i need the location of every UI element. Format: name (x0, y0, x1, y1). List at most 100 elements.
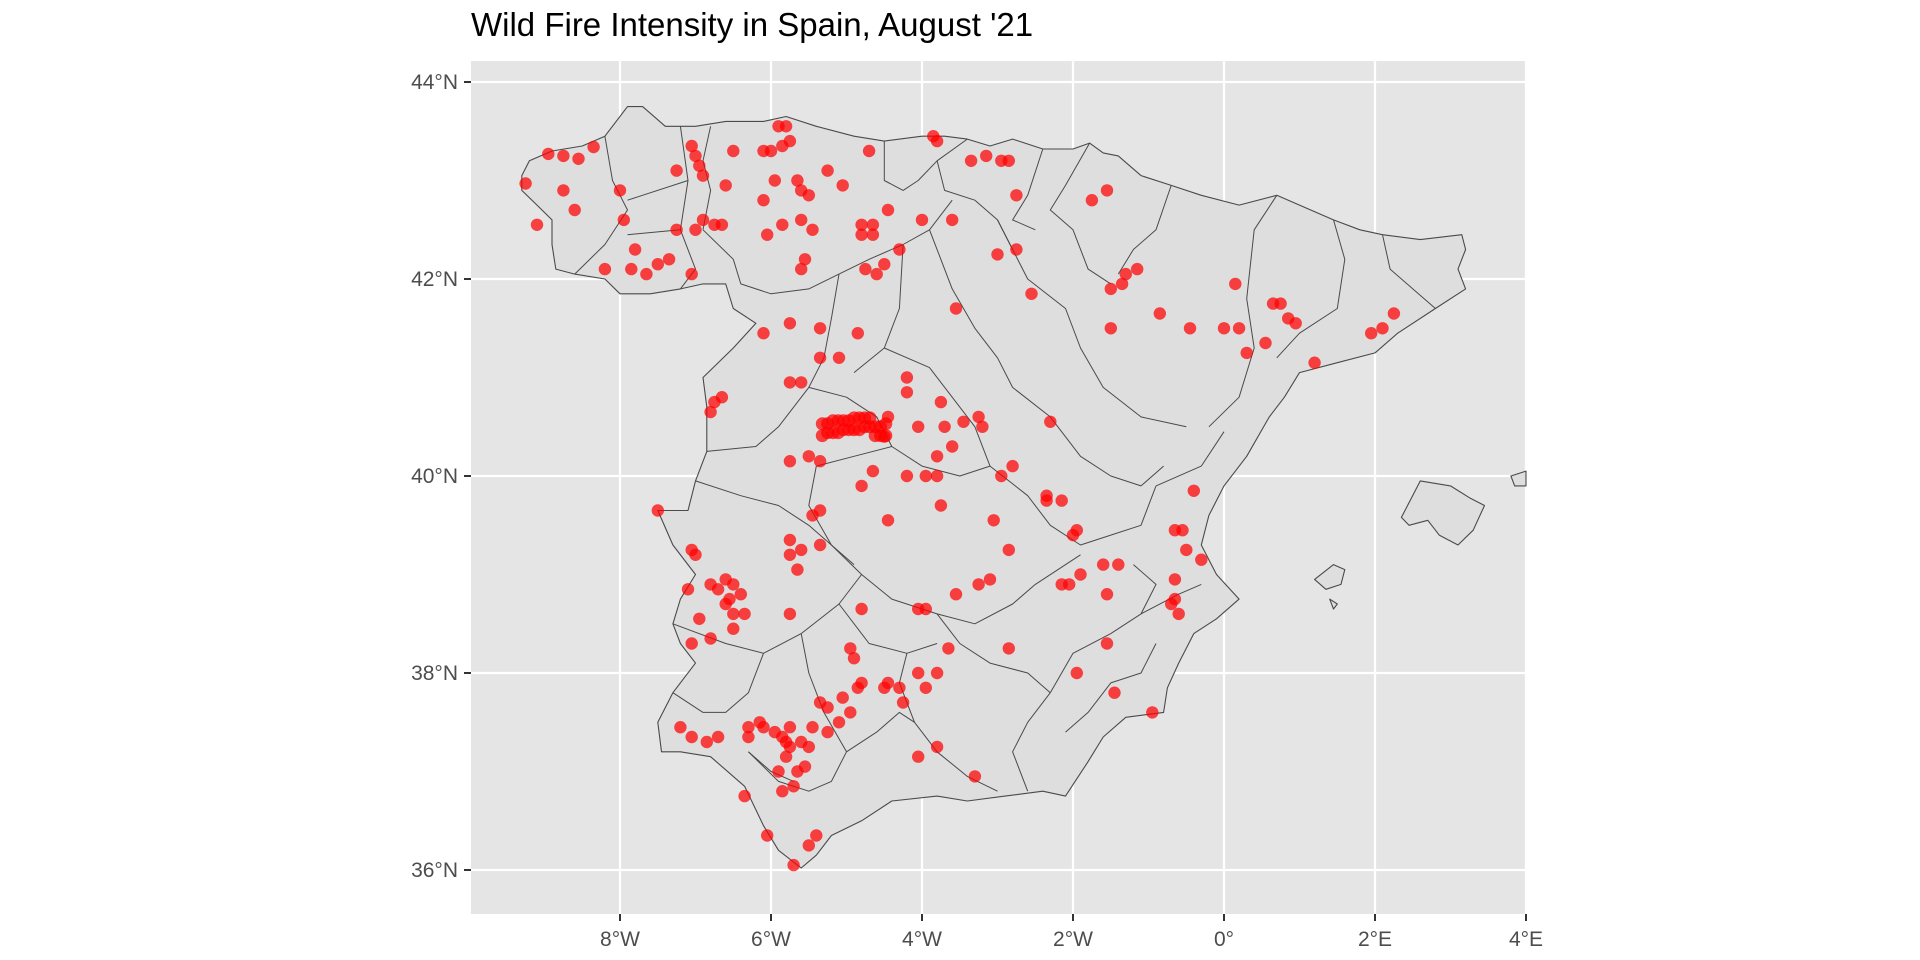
province-border (748, 633, 847, 792)
fire-point (878, 681, 891, 694)
fire-point (1010, 243, 1023, 256)
x-tick-label: 2°E (1358, 928, 1392, 951)
fire-point (893, 243, 906, 256)
fire-point (787, 858, 800, 872)
province-border (748, 751, 794, 782)
province-border (929, 229, 1164, 487)
fire-point (1002, 642, 1015, 655)
fire-point (572, 152, 585, 165)
fire-point (696, 169, 710, 182)
fire-point (1055, 494, 1068, 507)
fire-point (1070, 524, 1084, 537)
province-border (1155, 431, 1225, 487)
fire-point (972, 578, 985, 591)
fire-point (1002, 543, 1015, 557)
fire-point (1104, 282, 1118, 296)
province-border (853, 244, 904, 373)
fire-point (783, 607, 797, 621)
fire-point (738, 789, 751, 803)
fire-point (802, 740, 815, 754)
fire-point (930, 666, 944, 680)
fire-point (798, 253, 812, 266)
fire-point (651, 258, 664, 271)
fire-point (1146, 706, 1159, 719)
spain-mainland-regions (521, 106, 1467, 869)
fire-point (613, 184, 627, 197)
fire-point (711, 583, 725, 596)
fire-point (938, 420, 951, 433)
fire-point (1070, 666, 1084, 680)
fire-point (727, 144, 740, 158)
fire-point (1119, 267, 1133, 281)
fire-point (776, 218, 789, 231)
map-title: Wild Fire Intensity in Spain, August '21 (471, 6, 1034, 43)
fire-point (779, 120, 793, 133)
fire-point (685, 730, 698, 744)
fire-point (1002, 154, 1015, 167)
fire-point (983, 573, 997, 586)
fire-point (806, 223, 819, 236)
fire-point (795, 262, 808, 276)
fire-point (802, 450, 815, 463)
fire-point (995, 469, 1008, 483)
fire-point (568, 203, 581, 217)
island (1510, 470, 1527, 487)
fire-point (844, 642, 857, 655)
fire-point (727, 607, 740, 621)
fire-point (1044, 415, 1057, 428)
fire-point (1153, 307, 1167, 320)
fire-point (1165, 597, 1178, 611)
fire-point (930, 134, 944, 148)
fire-point (625, 262, 638, 276)
province-border (936, 613, 1051, 694)
fire-point (761, 228, 774, 241)
fire-point (802, 189, 815, 202)
fire-point (689, 149, 702, 163)
fire-point (670, 223, 683, 236)
fire-point (557, 184, 570, 197)
province-border (574, 136, 628, 275)
fire-point (1006, 459, 1019, 473)
fire-point (919, 469, 932, 483)
fire-point (991, 248, 1004, 261)
fire-point (855, 218, 868, 231)
fire-point (919, 602, 932, 616)
fire-point (972, 410, 985, 424)
fire-point (1085, 194, 1099, 207)
y-tick-label: 38°N (411, 662, 458, 685)
fire-point (858, 420, 872, 434)
fire-point (1100, 637, 1114, 650)
fire-point (980, 149, 993, 163)
fire-point (919, 681, 932, 694)
fire-point (1274, 297, 1287, 310)
province-border (884, 347, 991, 467)
fire-point (764, 144, 778, 158)
fire-point (768, 174, 781, 187)
fire-point (813, 538, 827, 552)
fire-point (1097, 558, 1110, 571)
fire-point (617, 213, 630, 227)
fire-point (810, 829, 823, 842)
fire-point (893, 681, 906, 694)
province-border (1117, 185, 1172, 275)
fire-point (519, 177, 532, 190)
fire-point (868, 429, 882, 443)
fire-point (1376, 322, 1389, 335)
fire-point (1259, 336, 1272, 350)
fire-point (832, 716, 846, 729)
fire-point (715, 218, 729, 231)
fire-point (847, 411, 861, 425)
y-axis: 44°N 42°N 40°N 38°N 36°N (411, 71, 471, 882)
fire-point (670, 164, 683, 177)
fire-point (1168, 573, 1182, 586)
province-border (838, 603, 938, 654)
fire-point (964, 154, 978, 167)
fire-point (949, 302, 963, 315)
fire-point (851, 681, 864, 694)
fire-point (772, 765, 785, 778)
fire-point (685, 637, 698, 650)
fire-point (1195, 553, 1208, 566)
x-tick-label: 6°W (751, 928, 791, 951)
fire-point (757, 194, 770, 207)
